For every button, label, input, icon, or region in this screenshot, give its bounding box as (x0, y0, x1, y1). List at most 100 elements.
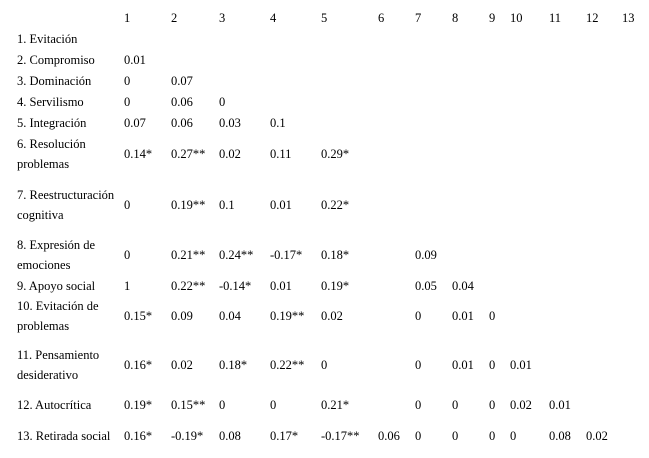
table-row: 13. Retirada social 0.16* -0.19* 0.08 0.17* -… (14, 415, 646, 456)
table-cell: 0.16* (124, 428, 153, 443)
column-header: 11 (549, 10, 562, 25)
table-cell: 0.01 (124, 52, 146, 67)
header-row: 1 2 3 4 5 6 7 8 9 10 11 12 13 (14, 7, 646, 28)
table-cell (375, 275, 412, 296)
table-cell (546, 296, 583, 336)
table-row: 1. Evitación (14, 28, 646, 49)
table-cell (449, 235, 486, 275)
row-label: 2. Compromiso (17, 52, 95, 67)
table-cell: -0.17** (321, 428, 360, 443)
column-header: 1 (124, 10, 131, 25)
table-cell (318, 91, 375, 112)
row-label: 7. Reestructuración cognitiva (17, 187, 115, 222)
table-cell (267, 49, 318, 70)
table-cell: 0.21** (171, 248, 206, 262)
table-cell: 0.07 (171, 73, 193, 88)
table-row: 3. Dominación 0 0.07 (14, 70, 646, 91)
table-cell: 0.14* (124, 146, 153, 161)
table-cell (546, 112, 583, 133)
table-cell: 0.18* (321, 248, 350, 262)
corner-cell (14, 7, 121, 28)
row-label: 11. Pensamiento desiderativo (17, 348, 100, 382)
column-header: 13 (622, 10, 635, 25)
table-cell (375, 49, 412, 70)
table-cell: 0.07 (124, 115, 146, 130)
table-cell (619, 28, 646, 49)
table-cell (375, 70, 412, 91)
table-cell (583, 70, 619, 91)
table-cell: 0.06 (378, 428, 400, 443)
column-header: 3 (219, 10, 226, 25)
table-cell (486, 70, 507, 91)
table-cell (507, 174, 546, 235)
table-cell (216, 49, 267, 70)
table-cell (267, 28, 318, 49)
table-cell (583, 91, 619, 112)
table-cell: 0.01 (270, 197, 292, 212)
table-cell: 0.17* (270, 428, 299, 443)
table-cell: 0.02 (219, 146, 241, 161)
table-cell: 0 (219, 397, 226, 412)
table-cell: 0.02 (171, 358, 193, 372)
table-cell (583, 235, 619, 275)
table-cell (507, 70, 546, 91)
table-cell: 0.22* (321, 197, 350, 212)
table-cell (619, 49, 646, 70)
table-cell: 0.18* (219, 358, 248, 372)
table-cell: 0 (510, 428, 517, 443)
table-cell (375, 91, 412, 112)
table-cell (583, 275, 619, 296)
table-cell: 0 (415, 358, 422, 372)
table-row: 7. Reestructuración cognitiva 0 0.19** 0.1 0… (14, 174, 646, 235)
table-cell: 0 (124, 94, 131, 109)
table-row: 5. Integración 0.07 0.06 0.03 0.1 (14, 112, 646, 133)
table-cell (375, 296, 412, 336)
table-cell (486, 174, 507, 235)
table-cell: 0.05 (415, 278, 437, 293)
table-cell (619, 415, 646, 456)
table-cell (449, 49, 486, 70)
table-cell: 0.24** (219, 248, 254, 262)
table-cell: 0.04 (219, 309, 241, 323)
table-cell: 0.1 (219, 197, 235, 212)
table-cell (619, 70, 646, 91)
table-cell (375, 235, 412, 275)
table-cell: 0 (219, 94, 226, 109)
table-cell: 0.03 (219, 115, 241, 130)
table-cell: 0.19* (124, 397, 153, 412)
table-cell (267, 91, 318, 112)
table-cell (318, 112, 375, 133)
table-cell (375, 133, 412, 174)
table-row: 2. Compromiso 0.01 (14, 49, 646, 70)
row-label: 12. Autocrítica (17, 397, 92, 412)
table-cell (168, 28, 216, 49)
column-header: 12 (586, 10, 599, 25)
table-cell (375, 112, 412, 133)
table-row: 10. Evitación de problemas 0.15* 0.09 0.04 0… (14, 296, 646, 336)
table-cell (619, 174, 646, 235)
table-cell: 0.11 (270, 146, 292, 161)
table-cell: 0 (452, 397, 459, 412)
table-cell: 0 (124, 248, 131, 262)
table-cell (507, 28, 546, 49)
table-cell (546, 133, 583, 174)
table-cell: 0 (124, 73, 131, 88)
table-cell (583, 174, 619, 235)
column-header: 7 (415, 10, 422, 25)
table-cell (583, 296, 619, 336)
row-label: 9. Apoyo social (17, 278, 96, 293)
row-label: 4. Servilismo (17, 94, 84, 109)
table-cell (486, 275, 507, 296)
table-cell (507, 133, 546, 174)
table-cell (412, 174, 449, 235)
table-cell: 0.02 (586, 428, 608, 443)
table-cell (507, 91, 546, 112)
table-cell (546, 28, 583, 49)
table-cell (583, 336, 619, 394)
table-cell (318, 70, 375, 91)
table-row: 12. Autocrítica 0.19* 0.15** 0 0 0.21* 0 0 0 0.02… (14, 394, 646, 415)
table-cell (486, 235, 507, 275)
table-cell (546, 336, 583, 394)
table-cell: 0.19** (270, 309, 305, 323)
table-cell (412, 28, 449, 49)
